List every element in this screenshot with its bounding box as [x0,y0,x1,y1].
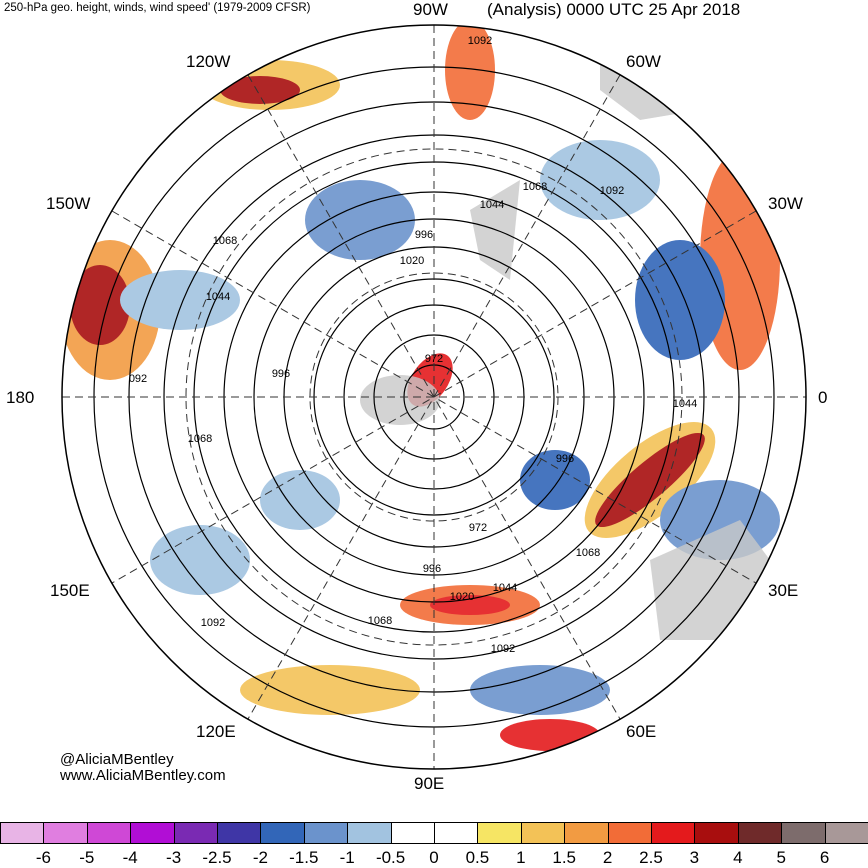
wind-anomaly-shading [62,25,780,751]
colorbar-swatch [390,822,435,844]
map-title: 250-hPa geo. height, winds, wind speed' … [4,2,311,14]
lon-label-60e: 60E [626,722,657,741]
lon-label-150w: 150W [46,194,91,213]
graticule [62,25,806,769]
contour-label: 1092 [491,643,515,655]
colorbar-tick-label: 0 [429,848,439,867]
contour-label: 1092 [201,617,225,629]
colorbar-tick-label: -2 [252,848,268,867]
lon-label-150e: 150E [50,581,90,600]
colorbar-swatch [824,822,868,844]
lon-label-120e: 120E [196,722,236,741]
colorbar-tick-label: -1 [339,848,355,867]
contour-label: 996 [423,563,441,575]
map-boundary [61,24,807,770]
lon-label-30w: 30W [768,194,803,213]
lon-label-30e: 30E [768,581,799,600]
colorbar-tick-label: 0.5 [465,848,490,867]
colorbar-swatch [43,822,88,844]
contour-label: 972 [469,522,487,534]
colorbar-swatch [217,822,262,844]
colorbar-tick-label: -6 [35,848,51,867]
colorbar-tick-label: 5 [776,848,786,867]
colorbar-tick-label: 6 [819,848,830,867]
colorbar-swatch [781,822,826,844]
credit-website: www.AliciaMBentley.com [60,767,226,784]
contour-label: 1044 [493,582,517,594]
colorbar-swatch [86,822,132,844]
contour-label: 996 [415,229,433,241]
contour-label: 1020 [450,591,474,603]
contour-label: 1020 [400,255,424,267]
contour-label: 1092 [468,35,492,47]
contour-label: 1068 [368,615,392,627]
contour-label: 1068 [523,181,547,193]
colorbar-tick-label: 1.5 [552,848,576,867]
contour-label: 1068 [576,547,600,559]
lon-label-90e: 90E [414,774,445,793]
contour-label: 1044 [673,398,697,410]
colorbar-swatch [694,822,739,844]
colorbar-tick-label: 2.5 [639,848,663,867]
colorbar-swatch [303,822,349,844]
colorbar-swatch [0,822,45,844]
lon-label-180: 180 [6,388,35,407]
colorbar-tick-label: -5 [79,848,95,867]
colorbar-tick-label: -3 [166,848,182,867]
colorbar-swatch [434,822,479,844]
contour-label: 1068 [213,235,237,247]
colorbar-swatch [347,822,392,844]
contour-label: 1068 [188,433,212,445]
colorbar-tick-label: -4 [122,848,138,867]
colorbar-swatch [477,822,522,844]
contour-label: 996 [272,368,290,380]
colorbar-tick-label: -2.5 [202,848,232,867]
colorbar-swatch [651,822,696,844]
contour-label: 1044 [480,199,504,211]
colorbar-tick-label: -0.5 [375,848,406,867]
lon-label-90w: 90W [413,0,448,19]
contour-label: 996 [556,453,574,465]
credit-handle: @AliciaMBentley [60,751,174,768]
colorbar-tick-label: 1 [516,848,526,867]
contour-label: 972 [425,353,443,365]
colorbar-tick-label: 4 [733,848,743,867]
colorbar-swatch [737,822,783,844]
colorbar-swatch [607,822,652,844]
colorbar-swatch [173,822,218,844]
colorbar-tick-label: -1.5 [289,848,319,867]
colorbar-swatch [520,822,566,844]
contour-label: 092 [129,373,147,385]
colorbar-swatch [564,822,609,844]
lon-label-120w: 120W [186,52,231,71]
colorbar-swatch [130,822,175,844]
lon-label-60w: 60W [626,52,661,71]
lon-label-0: 0 [818,388,828,407]
contour-label: 1092 [600,185,624,197]
colorbar-tick-label: 2 [602,848,613,867]
valid-time: (Analysis) 0000 UTC 25 Apr 2018 [487,0,741,19]
colorbar-tick-label: 3 [689,848,700,867]
contour-label: 1044 [206,291,230,303]
colorbar-swatch [260,822,305,844]
